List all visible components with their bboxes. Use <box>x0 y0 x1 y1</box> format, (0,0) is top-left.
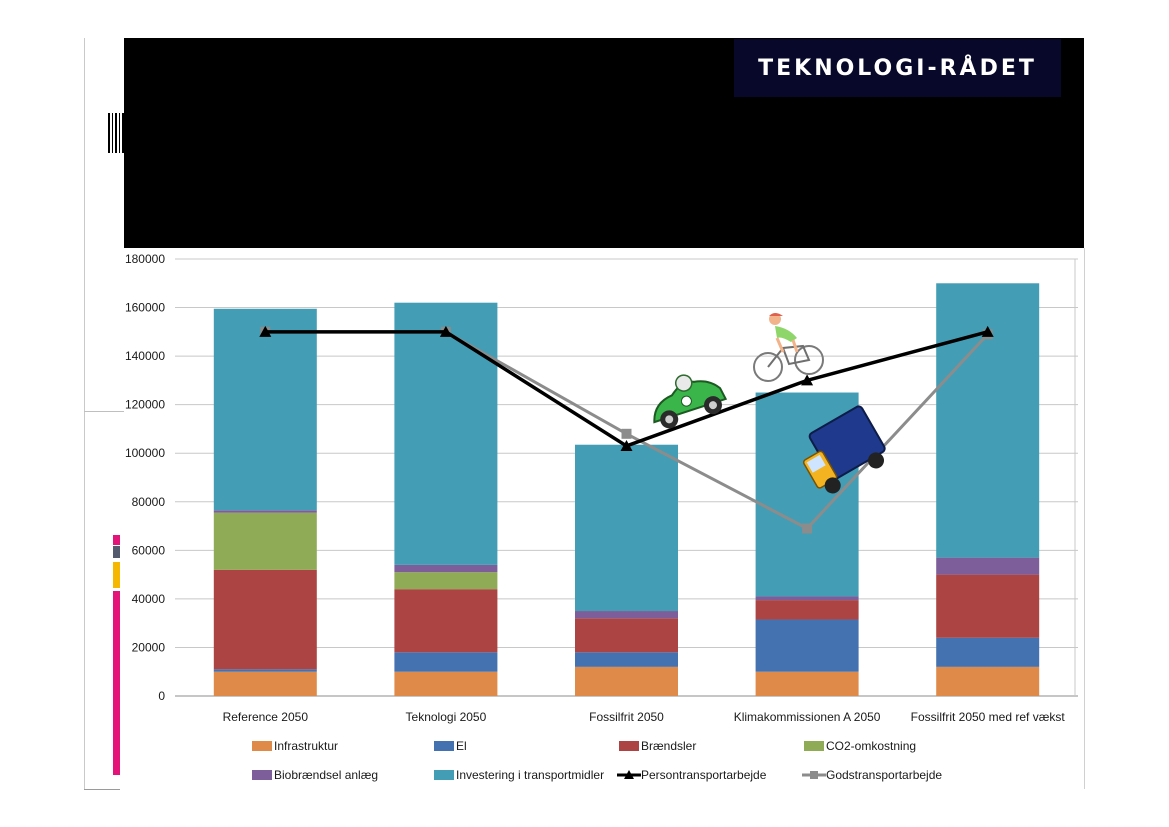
bar-segment <box>394 302 498 565</box>
left-frame-line <box>84 38 85 789</box>
car-icon <box>653 374 728 429</box>
x-tick-label: Teknologi 2050 <box>406 710 487 724</box>
legend-label: El <box>456 739 467 753</box>
legend-swatch <box>619 741 639 751</box>
side-accent-pink <box>113 591 120 775</box>
legend-label: Biobrændsel anlæg <box>274 768 378 782</box>
bar-segment <box>755 596 859 601</box>
bar-segment <box>755 600 859 620</box>
truck-icon <box>802 405 886 494</box>
bar-segment <box>936 666 1040 696</box>
x-tick-label: Reference 2050 <box>223 710 309 724</box>
y-tick-label: 100000 <box>125 446 165 460</box>
legend-swatch <box>804 741 824 751</box>
square-marker <box>621 428 632 439</box>
bar-segment <box>213 671 317 696</box>
y-tick-label: 140000 <box>125 349 165 363</box>
legend-item: Biobrændsel anlæg <box>252 768 378 782</box>
barcode-mark <box>108 113 124 153</box>
bar-segment <box>575 611 678 619</box>
legend-label: CO2-omkostning <box>826 739 916 753</box>
y-tick-labels: 0 20000 40000 60000 80000 100000 120000 140000 1… <box>125 252 165 703</box>
legend-label: Infrastruktur <box>274 739 338 753</box>
bar-segment <box>394 564 498 573</box>
x-tick-labels: Reference 2050 Teknologi 2050 Fossilfrit 2… <box>223 710 1066 724</box>
legend-swatch <box>252 741 272 751</box>
bar-segment <box>394 572 498 590</box>
y-tick-label: 160000 <box>125 301 165 315</box>
y-tick-label: 40000 <box>132 592 166 606</box>
left-rule <box>84 411 124 412</box>
legend-swatch <box>252 770 272 780</box>
bar-segment <box>394 652 498 672</box>
bar-segment <box>936 574 1040 638</box>
y-tick-label: 80000 <box>132 495 166 509</box>
side-accent-yellow <box>113 562 120 588</box>
legend: Infrastruktur El Brændsler CO2-omkostning Bi… <box>252 739 942 782</box>
y-tick-label: 20000 <box>132 640 166 654</box>
illustrations <box>653 313 886 494</box>
bar-segment <box>394 671 498 696</box>
bar-segment <box>936 637 1040 667</box>
bar-segment <box>213 669 317 672</box>
legend-item: Persontransportarbejde <box>617 768 767 782</box>
legend-label: Brændsler <box>641 739 696 753</box>
x-tick-label: Klimakommissionen A 2050 <box>734 710 881 724</box>
series-lines <box>259 325 994 534</box>
bar-segment <box>575 666 678 696</box>
bar-segment <box>755 671 859 696</box>
bar-segment <box>213 569 317 670</box>
legend-item: Godstransportarbejde <box>802 768 942 782</box>
bar-segment <box>575 618 678 653</box>
bars <box>213 283 1040 696</box>
y-tick-label: 180000 <box>125 252 165 266</box>
legend-item: Infrastruktur <box>252 739 338 753</box>
legend-item: El <box>434 739 467 753</box>
bar-segment <box>936 283 1040 558</box>
bar-segment <box>213 308 317 511</box>
y-tick-label: 60000 <box>132 543 166 557</box>
legend-label: Persontransportarbejde <box>641 768 767 782</box>
legend-item: Investering i transportmidler <box>434 768 604 782</box>
bar-segment <box>213 512 317 570</box>
square-marker <box>802 523 813 534</box>
triangle-marker <box>981 325 994 337</box>
bar-segment <box>394 589 498 653</box>
triangle-marker <box>259 325 272 337</box>
bar-segment <box>575 444 678 612</box>
legend-marker <box>810 771 818 779</box>
x-tick-label: Fossilfrit 2050 med ref vækst <box>911 710 1066 724</box>
bicycle-icon <box>753 313 824 382</box>
legend-swatch <box>434 741 454 751</box>
right-frame-line <box>1084 248 1085 789</box>
triangle-marker <box>439 325 452 337</box>
y-tick-label: 0 <box>158 689 165 703</box>
bottom-rule <box>84 789 120 790</box>
legend-item: CO2-omkostning <box>804 739 916 753</box>
bar-segment <box>575 652 678 667</box>
logo: TEKNOLOGI-RÅDET <box>734 39 1061 97</box>
side-accent-gray <box>113 546 120 558</box>
triangle-marker <box>801 374 814 386</box>
logo-text: TEKNOLOGI-RÅDET <box>758 55 1037 81</box>
legend-label: Investering i transportmidler <box>456 768 604 782</box>
legend-marker <box>624 770 634 779</box>
x-tick-label: Fossilfrit 2050 <box>589 710 664 724</box>
bar-segment <box>213 510 317 513</box>
y-tick-label: 120000 <box>125 398 165 412</box>
legend-swatch <box>434 770 454 780</box>
legend-item: Brændsler <box>619 739 696 753</box>
bar-segment <box>936 557 1040 575</box>
bar-segment <box>755 619 859 672</box>
legend-label: Godstransportarbejde <box>826 768 942 782</box>
triangle-marker <box>620 439 633 451</box>
side-accent-pink-top <box>113 535 120 545</box>
